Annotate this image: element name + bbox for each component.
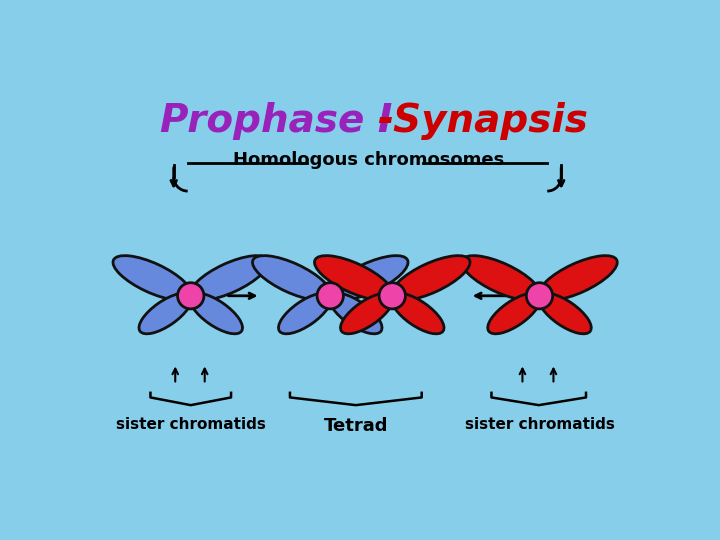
Ellipse shape: [341, 293, 393, 334]
Circle shape: [317, 283, 343, 309]
Text: Tetrad: Tetrad: [323, 417, 388, 435]
Ellipse shape: [539, 293, 591, 334]
Text: -Synapsis: -Synapsis: [377, 102, 588, 140]
Text: sister chromatids: sister chromatids: [116, 417, 266, 431]
Ellipse shape: [329, 293, 382, 334]
Ellipse shape: [279, 293, 331, 334]
Text: Homologous chromosomes: Homologous chromosomes: [233, 151, 505, 169]
Text: Prophase I: Prophase I: [160, 102, 405, 140]
Circle shape: [526, 283, 553, 309]
Ellipse shape: [190, 255, 269, 300]
Ellipse shape: [330, 255, 408, 300]
Text: sister chromatids: sister chromatids: [464, 417, 614, 431]
Ellipse shape: [539, 255, 617, 300]
Circle shape: [178, 283, 204, 309]
Ellipse shape: [139, 293, 192, 334]
Ellipse shape: [113, 255, 192, 300]
Ellipse shape: [487, 293, 541, 334]
Ellipse shape: [391, 293, 444, 334]
Ellipse shape: [392, 255, 470, 300]
Ellipse shape: [190, 293, 243, 334]
Ellipse shape: [315, 255, 392, 300]
Circle shape: [379, 283, 405, 309]
Ellipse shape: [462, 255, 540, 300]
Ellipse shape: [253, 255, 330, 300]
